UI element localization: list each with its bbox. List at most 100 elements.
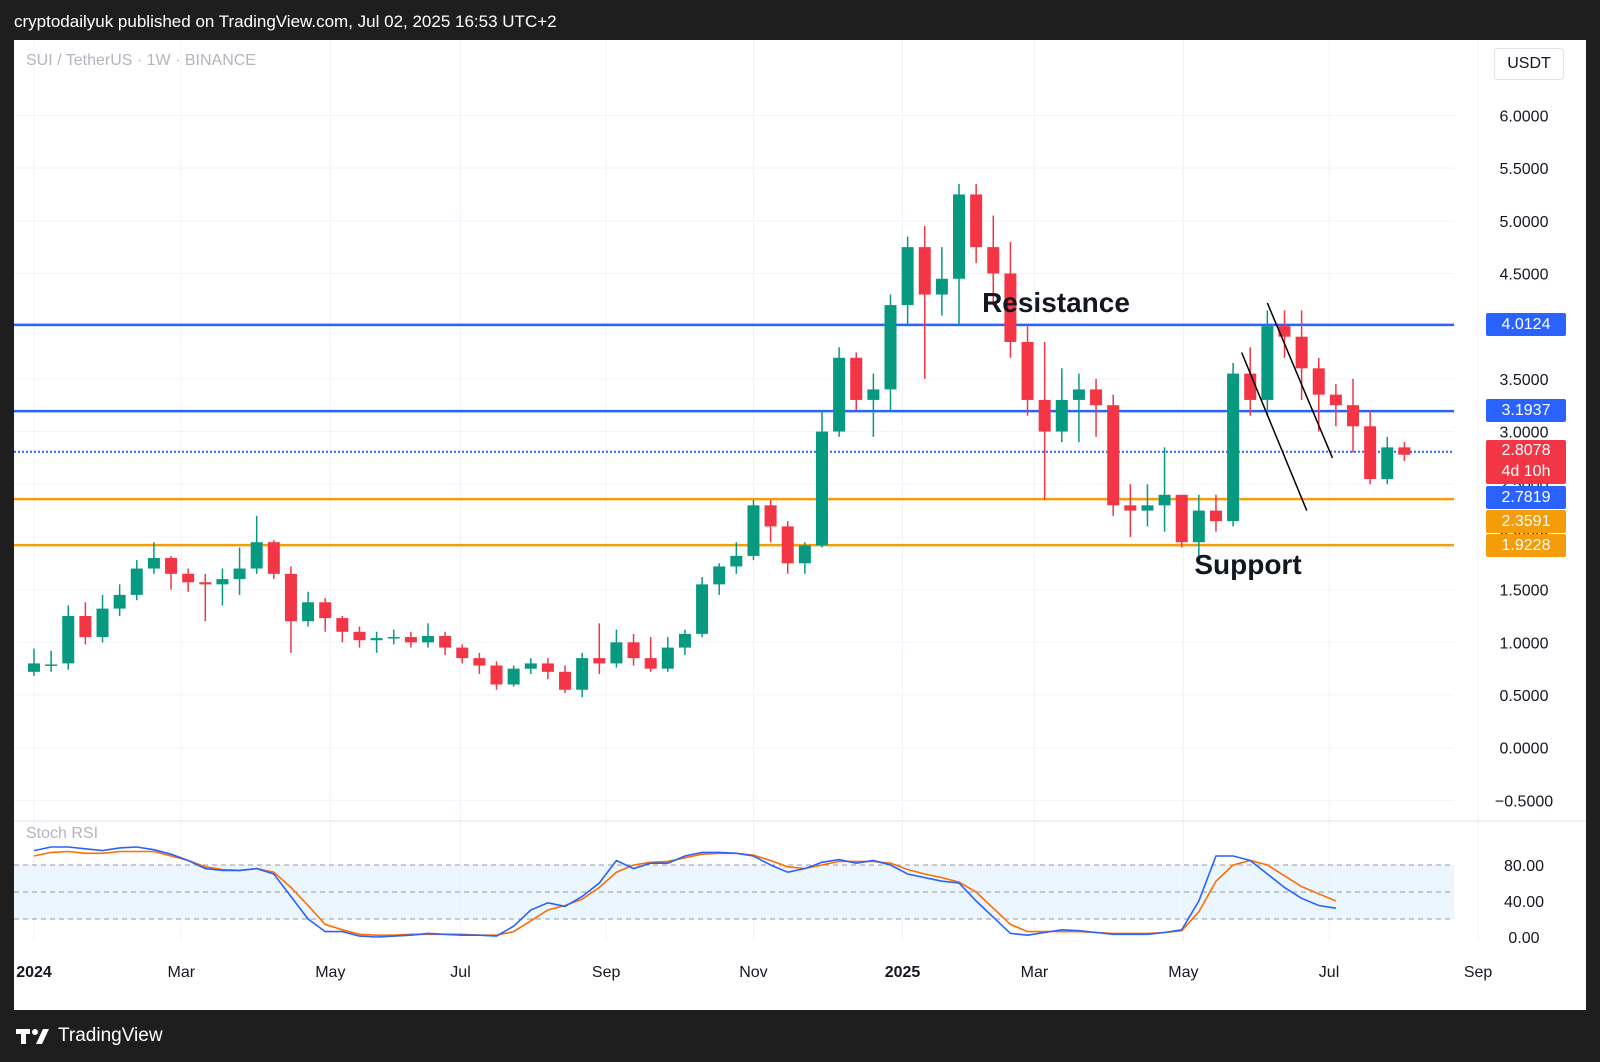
time-axis-tick: Mar <box>1021 964 1049 981</box>
candle-up[interactable] <box>113 594 126 609</box>
candle-up[interactable] <box>524 663 537 669</box>
candle-up[interactable] <box>1072 389 1085 400</box>
candle-up[interactable] <box>661 647 674 669</box>
candle-down[interactable] <box>918 247 931 295</box>
candle-down[interactable] <box>1124 505 1137 511</box>
candle-down[interactable] <box>79 615 92 638</box>
candle-down[interactable] <box>1278 326 1291 337</box>
candle-up[interactable] <box>45 664 58 666</box>
time-axis-tick: Nov <box>739 964 767 981</box>
candle-down[interactable] <box>541 663 554 672</box>
candle-up[interactable] <box>96 608 109 638</box>
price-label-2-3591: 2.3591 <box>1486 510 1566 533</box>
candle-down[interactable] <box>764 505 777 527</box>
price-axis-tick: 4.5000 <box>1500 266 1549 283</box>
candle-up[interactable] <box>28 663 40 672</box>
candle-down[interactable] <box>1175 494 1188 543</box>
candle-down[interactable] <box>353 631 366 641</box>
candle-down[interactable] <box>456 647 469 659</box>
candle-down[interactable] <box>627 642 640 659</box>
candle-up[interactable] <box>953 194 966 279</box>
candle-up[interactable] <box>833 357 846 432</box>
stoch-rsi-k-line <box>33 846 1337 938</box>
candle-down[interactable] <box>1312 368 1325 395</box>
candle-down[interactable] <box>1021 341 1034 400</box>
candle-down[interactable] <box>1107 405 1120 506</box>
candle-up[interactable] <box>216 579 229 585</box>
candle-up[interactable] <box>1141 505 1154 511</box>
candle-up[interactable] <box>62 615 75 664</box>
channel-lower-trendline <box>1240 352 1308 511</box>
candle-up[interactable] <box>1227 373 1240 522</box>
candle-down[interactable] <box>987 247 1000 274</box>
candle-up[interactable] <box>747 505 760 556</box>
candle-down[interactable] <box>490 665 503 685</box>
candle-up[interactable] <box>610 642 623 664</box>
candle-up[interactable] <box>1158 494 1171 506</box>
candle-up[interactable] <box>935 278 948 295</box>
price-label-1-9228: 1.9228 <box>1486 534 1566 557</box>
candle-down[interactable] <box>284 573 297 622</box>
candle-down[interactable] <box>336 618 349 632</box>
candle-down[interactable] <box>439 636 452 648</box>
candle-down[interactable] <box>1090 389 1103 406</box>
channel-upper-trendline <box>1266 302 1334 459</box>
candle-down[interactable] <box>1329 394 1342 406</box>
candle-up[interactable] <box>1261 326 1274 400</box>
candle-down[interactable] <box>559 671 572 690</box>
candle-down[interactable] <box>473 658 486 666</box>
currency-button[interactable]: USDT <box>1494 48 1564 80</box>
candle-up[interactable] <box>302 602 315 622</box>
candle-down[interactable] <box>319 602 332 619</box>
candle-up[interactable] <box>370 638 383 641</box>
candle-down[interactable] <box>1004 273 1017 342</box>
candle-down[interactable] <box>165 558 178 574</box>
candle-up[interactable] <box>387 637 400 639</box>
candle-up[interactable] <box>696 584 709 634</box>
candle-up[interactable] <box>815 431 828 546</box>
candle-down[interactable] <box>199 582 212 585</box>
brand-name[interactable]: TradingView <box>58 1025 163 1046</box>
candle-up[interactable] <box>1055 399 1068 432</box>
publisher-text: cryptodailyuk published on TradingView.c… <box>14 12 557 31</box>
candle-up[interactable] <box>884 305 897 390</box>
candle-down[interactable] <box>781 526 794 564</box>
candle-down[interactable] <box>404 637 417 643</box>
candle-up[interactable] <box>250 542 263 569</box>
candle-up[interactable] <box>678 633 691 648</box>
price-axis-tick: 1.0000 <box>1500 635 1549 652</box>
candle-down[interactable] <box>1209 510 1222 522</box>
candle-up[interactable] <box>798 545 811 564</box>
candle-up[interactable] <box>233 568 246 580</box>
candle-down[interactable] <box>970 194 983 248</box>
candlestick-chart[interactable]: 6.00005.50005.00004.50004.00003.50003.00… <box>14 40 1586 1010</box>
candle-up[interactable] <box>147 558 160 569</box>
candle-down[interactable] <box>644 658 657 669</box>
candle-up[interactable] <box>130 568 143 595</box>
price-axis-tick: 6.0000 <box>1500 108 1549 125</box>
publisher-header: cryptodailyuk published on TradingView.c… <box>0 0 1600 40</box>
candle-down[interactable] <box>267 542 280 574</box>
candle-up[interactable] <box>576 658 589 690</box>
candle-up[interactable] <box>421 636 434 643</box>
candle-up[interactable] <box>867 389 880 400</box>
chart-area[interactable]: 6.00005.50005.00004.50004.00003.50003.00… <box>14 40 1586 1010</box>
candle-down[interactable] <box>182 573 195 583</box>
candle-down[interactable] <box>593 658 606 664</box>
candle-down[interactable] <box>1398 447 1411 455</box>
candle-up[interactable] <box>730 555 743 567</box>
candle-down[interactable] <box>1295 336 1308 369</box>
time-axis-tick: Jul <box>450 964 470 981</box>
candle-up[interactable] <box>901 247 914 306</box>
candle-up[interactable] <box>1192 510 1205 543</box>
candle-up[interactable] <box>507 668 520 685</box>
footer: TradingView <box>0 1010 1600 1062</box>
candle-up[interactable] <box>713 566 726 585</box>
candle-up[interactable] <box>1381 447 1394 479</box>
candle-down[interactable] <box>850 357 863 400</box>
time-axis-tick: Sep <box>1464 964 1493 981</box>
candle-down[interactable] <box>1364 426 1377 479</box>
candle-down[interactable] <box>1347 405 1360 427</box>
candle-down[interactable] <box>1038 399 1051 432</box>
candle-down[interactable] <box>1244 373 1257 400</box>
